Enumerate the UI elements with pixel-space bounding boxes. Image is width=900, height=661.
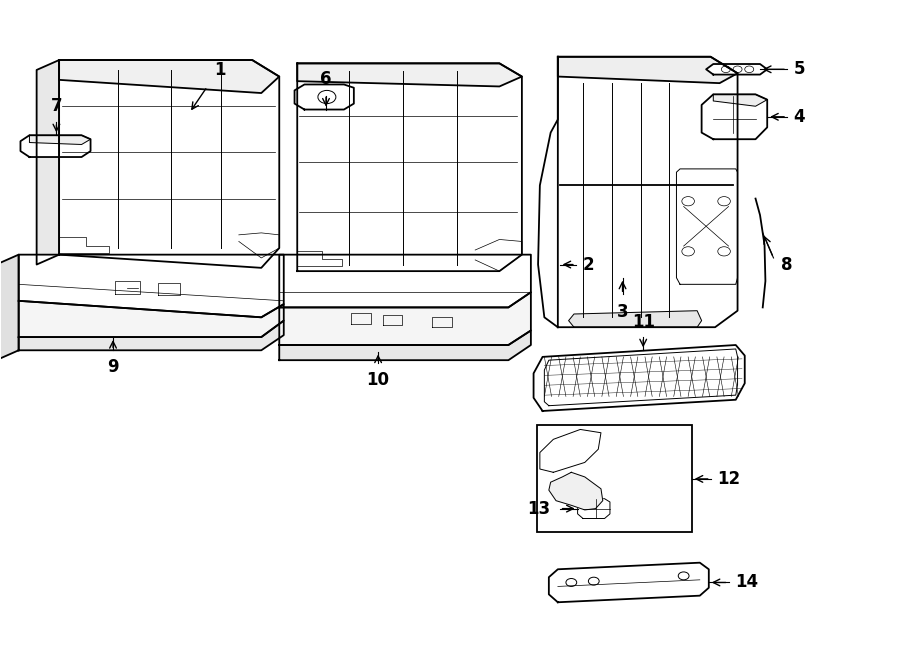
Polygon shape	[569, 311, 702, 327]
Text: 13: 13	[527, 500, 551, 518]
Polygon shape	[19, 301, 283, 337]
Polygon shape	[279, 254, 531, 307]
Polygon shape	[59, 60, 279, 93]
Polygon shape	[21, 136, 91, 157]
Polygon shape	[279, 330, 531, 360]
Polygon shape	[677, 169, 738, 284]
Polygon shape	[297, 63, 522, 271]
Polygon shape	[706, 64, 767, 75]
Text: 1: 1	[214, 61, 226, 79]
Polygon shape	[549, 563, 709, 602]
Polygon shape	[294, 85, 354, 110]
Polygon shape	[549, 473, 603, 510]
Polygon shape	[59, 60, 279, 268]
Polygon shape	[534, 345, 744, 411]
Polygon shape	[30, 136, 91, 145]
Text: 8: 8	[780, 256, 792, 274]
Polygon shape	[0, 254, 19, 360]
Polygon shape	[702, 95, 767, 139]
Text: 14: 14	[735, 574, 758, 592]
Text: 7: 7	[50, 97, 62, 116]
Text: 9: 9	[107, 358, 119, 376]
Polygon shape	[578, 498, 610, 518]
Text: 5: 5	[793, 60, 805, 78]
Polygon shape	[540, 430, 601, 473]
Text: 4: 4	[793, 108, 805, 126]
Polygon shape	[558, 57, 738, 83]
Text: 2: 2	[583, 256, 595, 274]
Text: 11: 11	[632, 313, 654, 330]
Polygon shape	[37, 60, 59, 264]
Bar	[537, 425, 692, 531]
Polygon shape	[19, 321, 283, 350]
Text: 12: 12	[717, 470, 740, 488]
Text: 10: 10	[366, 371, 390, 389]
Polygon shape	[297, 63, 522, 87]
Polygon shape	[19, 254, 283, 317]
Polygon shape	[714, 95, 767, 106]
Polygon shape	[279, 292, 531, 345]
Text: 6: 6	[320, 70, 332, 88]
Text: 3: 3	[616, 303, 628, 321]
Polygon shape	[558, 57, 738, 327]
